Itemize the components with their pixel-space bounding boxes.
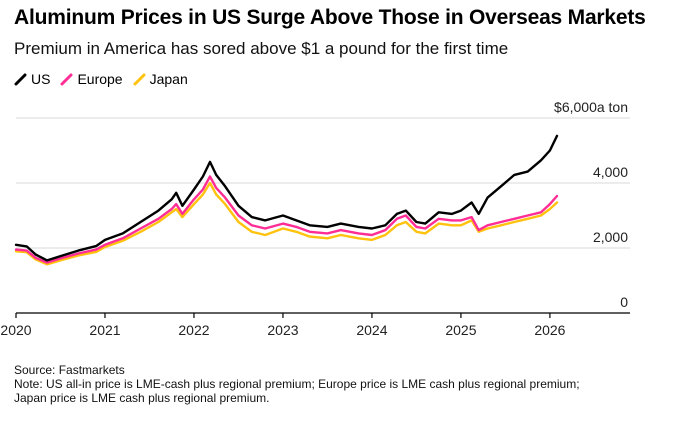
x-axis: 2020 2021 2022 2023 2024 2025 2026 bbox=[0, 312, 630, 338]
legend-label-japan: Japan bbox=[149, 71, 188, 87]
y-tick-label-0: $6,000 bbox=[554, 99, 597, 115]
legend-label-us: US bbox=[31, 71, 51, 87]
y-tick-label-1: 4,000 bbox=[593, 164, 628, 180]
x-tick-label-3: 2023 bbox=[267, 322, 298, 338]
x-tick-label-5: 2025 bbox=[445, 322, 476, 338]
series-line-europe bbox=[14, 175, 559, 264]
series-line-us bbox=[14, 134, 559, 262]
x-tick-label-1: 2021 bbox=[89, 322, 120, 338]
legend-swatch-europe-icon bbox=[60, 73, 73, 85]
source-note: Source: Fastmarkets bbox=[14, 363, 125, 377]
legend-swatch-japan-icon bbox=[133, 73, 146, 85]
legend-item-us: US bbox=[14, 71, 50, 87]
chart-subtitle: Premium in America has sored above $1 a … bbox=[14, 39, 509, 58]
x-tick-label-6: 2026 bbox=[534, 322, 565, 338]
legend-swatch-us-icon bbox=[14, 73, 27, 85]
x-tick-label-0: 2020 bbox=[0, 322, 31, 338]
footnote-line-2: Japan price is LME cash plus regional pr… bbox=[14, 391, 270, 405]
line-chart: $6,000 4,000 2,000 0 a ton 2020 2021 2022 2023… bbox=[0, 99, 630, 338]
y-tick-label-3: 0 bbox=[620, 294, 628, 310]
legend-item-europe: Europe bbox=[60, 71, 123, 87]
legend-item-japan: Japan bbox=[133, 71, 188, 87]
x-tick-label-4: 2024 bbox=[356, 322, 387, 338]
y-axis-unit-label: a ton bbox=[597, 99, 628, 115]
legend-label-europe: Europe bbox=[77, 71, 123, 87]
chart-legend: US Europe Japan bbox=[14, 71, 198, 87]
chart-series-lines bbox=[14, 134, 559, 266]
footnote-line-1: Note: US all-in price is LME-cash plus r… bbox=[14, 377, 580, 391]
x-tick-label-2: 2022 bbox=[178, 322, 209, 338]
y-axis-labels: $6,000 4,000 2,000 0 bbox=[554, 99, 628, 310]
chart-title: Aluminum Prices in US Surge Above Those … bbox=[14, 6, 646, 29]
chart-footer: Source: Fastmarkets Note: US all-in pric… bbox=[14, 363, 674, 405]
y-tick-label-2: 2,000 bbox=[593, 229, 628, 245]
